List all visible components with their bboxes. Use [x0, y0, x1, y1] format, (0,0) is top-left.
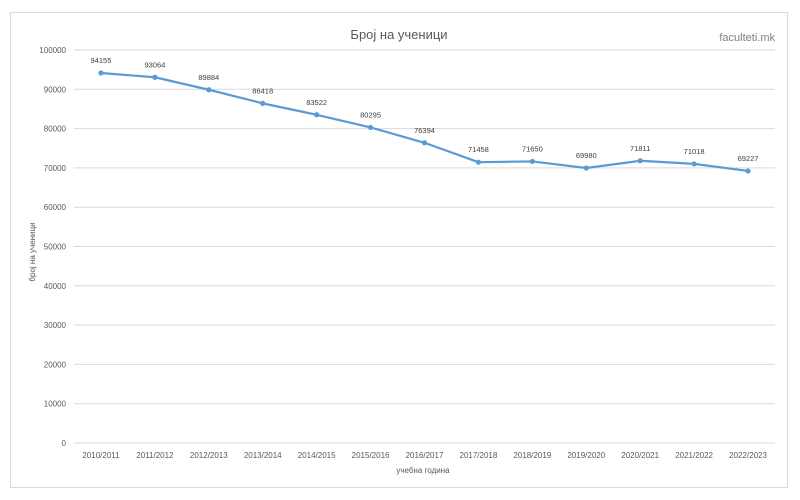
- x-tick-labels: 2010/2011 2011/2012 2012/2013 2013/2014 2014…: [82, 451, 767, 460]
- data-label: 76394: [414, 126, 435, 135]
- x-tick-label: 2022/2023: [729, 451, 767, 460]
- series-line: [100, 71, 749, 173]
- grid-lines: [74, 49, 775, 444]
- data-point: [260, 100, 266, 106]
- data-label: 93064: [144, 60, 165, 69]
- x-tick-label: 2012/2013: [190, 451, 228, 460]
- data-label: 71650: [522, 144, 543, 153]
- watermark: faculteti.mk: [719, 32, 775, 44]
- x-tick-label: 2010/2011: [82, 451, 120, 460]
- chart-frame: Број на ученици faculteti.mk: [10, 12, 788, 488]
- data-label: 80295: [360, 110, 381, 119]
- data-point: [745, 168, 751, 174]
- data-point: [152, 74, 158, 80]
- x-tick-label: 2021/2022: [675, 451, 713, 460]
- y-axis-label: број на ученици: [28, 222, 37, 281]
- data-point: [637, 158, 643, 164]
- data-point: [421, 140, 428, 146]
- y-tick-label: 0: [62, 439, 67, 448]
- data-labels: 94155 93064 89884 86418 83522 80295 76394 71458…: [91, 56, 759, 163]
- data-point: [529, 158, 535, 165]
- x-tick-label: 2017/2018: [460, 451, 498, 460]
- data-label: 94155: [91, 56, 112, 65]
- data-point: [583, 165, 589, 171]
- data-label: 89884: [198, 73, 219, 82]
- y-tick-label: 10000: [44, 400, 67, 409]
- y-tick-label: 100000: [39, 46, 66, 55]
- data-label: 69980: [576, 151, 597, 160]
- data-label: 69227: [738, 154, 759, 163]
- x-axis-label: учебна година: [396, 466, 450, 475]
- data-points: [98, 70, 751, 174]
- data-label: 86418: [252, 86, 273, 95]
- data-point: [98, 70, 104, 76]
- x-tick-label: 2015/2016: [352, 451, 390, 460]
- y-tick-label: 40000: [44, 282, 67, 291]
- data-label: 71811: [630, 144, 650, 153]
- data-label: 71458: [468, 145, 489, 154]
- y-tick-label: 50000: [44, 243, 67, 252]
- data-point: [314, 112, 320, 118]
- x-tick-label: 2020/2021: [621, 451, 659, 460]
- y-tick-label: 30000: [44, 321, 67, 330]
- y-tick-label: 60000: [44, 203, 67, 212]
- data-point: [691, 161, 697, 167]
- x-tick-label: 2011/2012: [136, 451, 174, 460]
- y-tick-label: 20000: [44, 360, 67, 369]
- y-tick-labels: 0 10000 20000 30000 40000 50000 60000 70000 8000…: [39, 46, 66, 448]
- x-tick-label: 2013/2014: [244, 451, 282, 460]
- chart-title: Број на ученици: [350, 27, 448, 42]
- data-label: 71018: [684, 147, 705, 156]
- series-line-path: [100, 71, 749, 173]
- x-tick-label: 2014/2015: [298, 451, 336, 460]
- y-tick-label: 90000: [44, 85, 67, 94]
- x-tick-label: 2018/2019: [513, 451, 551, 460]
- data-point: [475, 159, 482, 165]
- data-label: 83522: [306, 98, 327, 107]
- data-point: [206, 87, 212, 93]
- data-point: [367, 124, 374, 131]
- y-tick-label: 70000: [44, 164, 67, 173]
- x-tick-label: 2019/2020: [567, 451, 605, 460]
- x-tick-label: 2016/2017: [406, 451, 444, 460]
- y-tick-label: 80000: [44, 125, 67, 134]
